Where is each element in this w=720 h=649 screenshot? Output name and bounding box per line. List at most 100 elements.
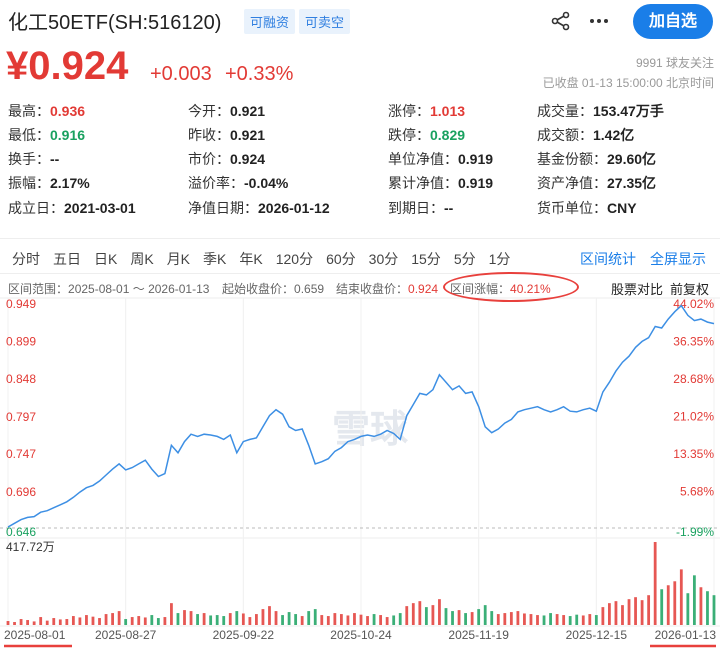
- volume-bar: [431, 605, 435, 625]
- stat-value: 1.013: [430, 103, 466, 119]
- volume-bar: [248, 617, 252, 625]
- stat: 今开：0.921: [188, 101, 265, 121]
- volume-bar: [634, 597, 637, 625]
- volume-bar: [418, 601, 422, 625]
- volume-bar: [424, 607, 428, 625]
- stat: 到期日：--: [388, 198, 453, 218]
- volume-bar: [6, 621, 10, 625]
- share-icon[interactable]: [551, 11, 571, 31]
- tab[interactable]: 1分: [488, 251, 511, 267]
- stat-value: 0.916: [50, 127, 86, 143]
- volume-bar: [457, 610, 461, 625]
- range-value: 2025-08-01 ～ 2026-01-13: [68, 282, 210, 296]
- volume-bar: [39, 617, 43, 625]
- tab[interactable]: 120分: [275, 251, 314, 267]
- tab[interactable]: 30分: [368, 251, 399, 267]
- tab[interactable]: 五日: [53, 251, 81, 267]
- volume-bar: [712, 595, 716, 625]
- stat: 累计净值：0.919: [388, 173, 493, 193]
- stat-value: -0.04%: [244, 175, 289, 191]
- volume-bar: [156, 618, 160, 625]
- tabs: 分时 五日 日K 周K 月K 季K 年K 120分 60分 30分 15分 5分 1分: [12, 249, 510, 269]
- volume-bar: [608, 603, 611, 625]
- y2-tick-label: 28.68%: [673, 372, 714, 386]
- volume-bar: [13, 622, 16, 625]
- tab[interactable]: 周K: [130, 251, 154, 267]
- volume-bar: [353, 613, 356, 625]
- tab[interactable]: 年K: [239, 251, 263, 267]
- tab[interactable]: 5分: [453, 251, 476, 267]
- volume-bar: [281, 615, 284, 625]
- volume-bar: [339, 614, 343, 625]
- y-tick-label: 0.899: [6, 334, 36, 348]
- stat-value: 0.829: [430, 127, 466, 143]
- follow-button[interactable]: 加自选: [633, 4, 713, 39]
- tab-action[interactable]: 全屏显示: [650, 251, 706, 267]
- stat: 基金份额：29.60亿: [537, 149, 656, 169]
- stat-value: 0.936: [50, 103, 86, 119]
- volume-bar: [170, 603, 173, 625]
- y-tick-label: 0.646: [6, 525, 36, 539]
- tab[interactable]: 分时: [12, 251, 40, 267]
- volume-bar: [71, 616, 75, 625]
- change: +0.003: [150, 63, 212, 85]
- volume-bar: [26, 620, 30, 625]
- tab[interactable]: 15分: [411, 251, 441, 267]
- stat-value: 2021-03-01: [64, 200, 136, 216]
- volume-bar: [411, 603, 415, 625]
- volume-bar: [117, 611, 121, 625]
- volume-bar: [143, 617, 147, 625]
- volume-bar: [536, 615, 539, 625]
- more-icon[interactable]: [589, 18, 609, 24]
- x-tick-label: 2025-09-22: [213, 628, 275, 642]
- stat: 单位净值：0.919: [388, 149, 493, 169]
- volume-bar: [346, 615, 350, 625]
- volume-bar: [320, 615, 324, 625]
- volume-bar: [686, 593, 690, 625]
- stat-label: 到期日：: [388, 200, 444, 216]
- stat-label: 今开：: [188, 103, 230, 119]
- stat: 振幅：2.17%: [8, 173, 90, 193]
- y2-tick-label: 44.02%: [673, 297, 714, 311]
- volume-bar: [444, 608, 448, 625]
- volume-bar: [261, 609, 265, 625]
- range-item: 起始收盘价：0.659: [222, 280, 324, 297]
- chart-option[interactable]: 前复权: [670, 282, 710, 297]
- chart-option[interactable]: 股票对比: [611, 282, 664, 297]
- volume-bar: [124, 619, 128, 625]
- volume-bar: [660, 589, 664, 625]
- volume-bar: [464, 613, 467, 625]
- y-tick-label: 0.696: [6, 485, 36, 499]
- tab[interactable]: 日K: [94, 251, 118, 267]
- stat-label: 累计净值：: [388, 175, 458, 191]
- stat-value: --: [444, 200, 454, 216]
- badge[interactable]: 可融资: [244, 9, 296, 34]
- volume-bar: [307, 611, 311, 625]
- range-item: 区间范围：2025-08-01 ～ 2026-01-13: [8, 280, 209, 297]
- tab-action[interactable]: 区间统计: [580, 251, 636, 267]
- volume-bar: [398, 613, 402, 625]
- volume-bar: [405, 606, 409, 625]
- volume-bar: [379, 615, 383, 625]
- stat-value: 0.924: [230, 151, 266, 167]
- price-line: [7, 304, 715, 528]
- tab[interactable]: 季K: [203, 251, 227, 267]
- volume-bar: [509, 612, 513, 625]
- volume-bar: [549, 613, 552, 625]
- highlight-ellipse: [443, 272, 579, 302]
- volume-bar: [614, 601, 618, 625]
- stat: 昨收：0.921: [188, 125, 265, 145]
- volume-bar: [294, 614, 298, 625]
- volume-bar: [621, 605, 624, 625]
- stat-label: 涨停：: [388, 103, 430, 119]
- volume-bar: [568, 616, 572, 625]
- badge[interactable]: 可卖空: [299, 9, 351, 34]
- stat-label: 单位净值：: [388, 151, 458, 167]
- stat-value: 27.35亿: [607, 175, 657, 191]
- stat-label: 跌停：: [388, 127, 430, 143]
- volume-bar: [483, 605, 487, 625]
- stat: 最高：0.936: [8, 101, 85, 121]
- tab[interactable]: 60分: [326, 251, 356, 267]
- tab[interactable]: 月K: [166, 251, 191, 267]
